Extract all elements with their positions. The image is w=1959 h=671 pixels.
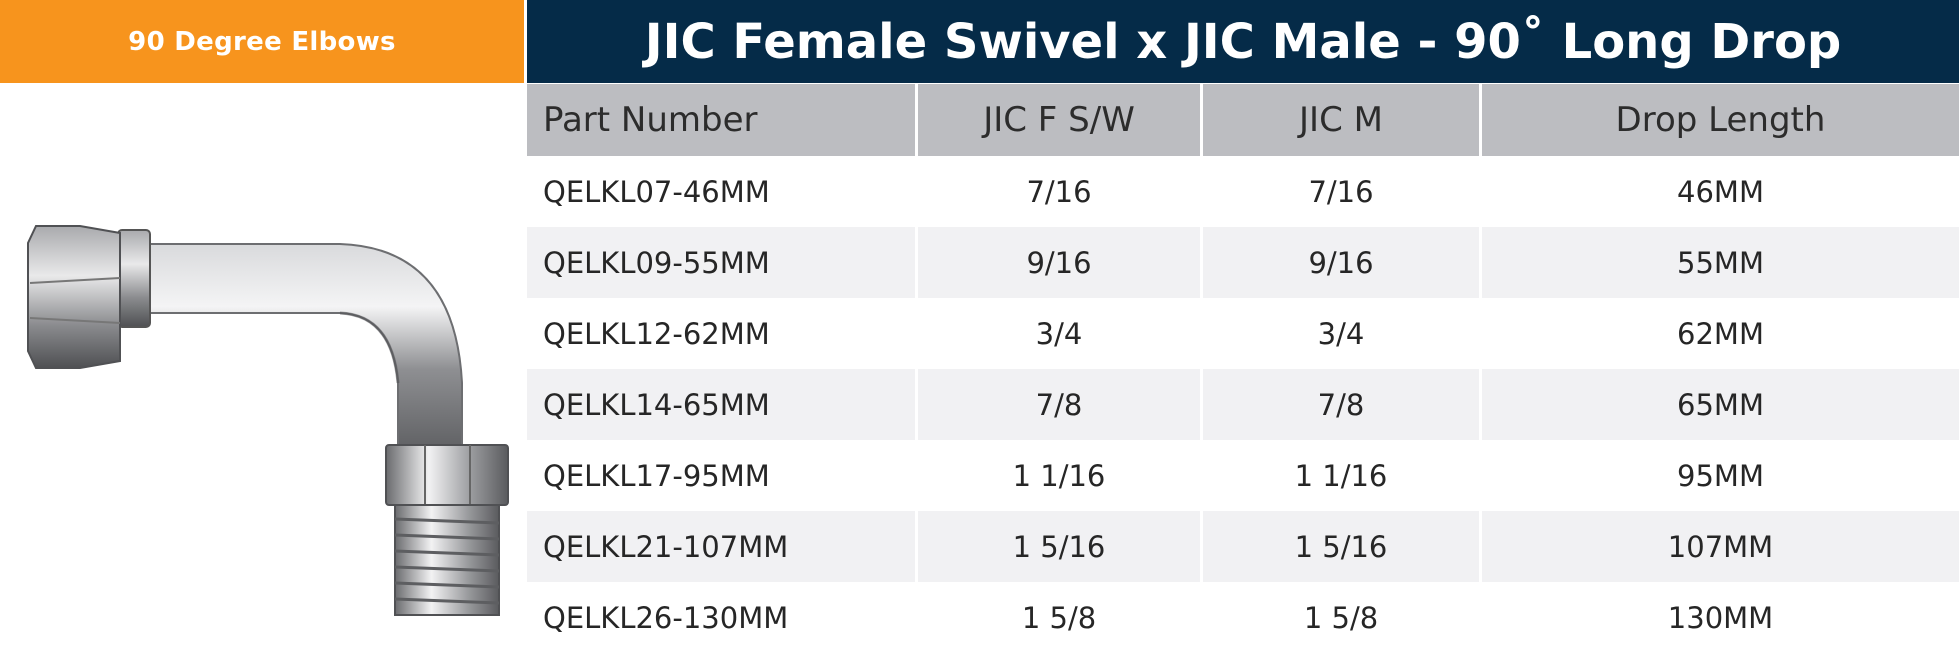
cell-jic-m: 3/4 <box>1203 298 1482 369</box>
cell-drop-length: 62MM <box>1677 316 1764 351</box>
table-header-row: Part Number JIC F S/W JIC M Drop Length <box>527 84 1959 156</box>
table-row: QELKL26-130MM 1 5/8 1 5/8 130MM <box>527 582 1959 653</box>
table-row: QELKL07-46MM 7/16 7/16 46MM <box>527 156 1959 227</box>
cell-jic-m: 9/16 <box>1203 227 1482 298</box>
header-part-number: Part Number <box>527 84 918 156</box>
parts-table: Part Number JIC F S/W JIC M Drop Length … <box>527 84 1959 653</box>
header-drop-length: Drop Length <box>1615 100 1826 140</box>
cell-part-number: QELKL07-46MM <box>527 156 918 227</box>
table-row: QELKL12-62MM 3/4 3/4 62MM <box>527 298 1959 369</box>
cell-drop-length: 130MM <box>1667 600 1774 635</box>
cell-drop-length: 107MM <box>1667 529 1774 564</box>
cell-jic-f-sw: 7/8 <box>918 369 1203 440</box>
cell-drop-length: 46MM <box>1677 174 1764 209</box>
page-title: JIC Female Swivel x JIC Male - 90˚ Long … <box>527 0 1959 83</box>
cell-jic-m: 7/8 <box>1203 369 1482 440</box>
cell-part-number: QELKL21-107MM <box>527 511 918 582</box>
cell-part-number: QELKL26-130MM <box>527 582 918 653</box>
header-jic-f-sw: JIC F S/W <box>918 84 1203 156</box>
fitting-photo <box>0 83 524 671</box>
cell-drop-length: 65MM <box>1677 387 1764 422</box>
cell-drop-length: 55MM <box>1677 245 1764 280</box>
cell-jic-m: 7/16 <box>1203 156 1482 227</box>
cell-jic-f-sw: 1 5/8 <box>918 582 1203 653</box>
cell-part-number: QELKL17-95MM <box>527 440 918 511</box>
cell-jic-m: 1 1/16 <box>1203 440 1482 511</box>
cell-jic-f-sw: 1 1/16 <box>918 440 1203 511</box>
cell-part-number: QELKL09-55MM <box>527 227 918 298</box>
category-label: 90 Degree Elbows <box>0 0 524 83</box>
cell-part-number: QELKL14-65MM <box>527 369 918 440</box>
cell-jic-f-sw: 7/16 <box>918 156 1203 227</box>
table-row: QELKL09-55MM 9/16 9/16 55MM <box>527 227 1959 298</box>
cell-part-number: QELKL12-62MM <box>527 298 918 369</box>
table-row: QELKL21-107MM 1 5/16 1 5/16 107MM <box>527 511 1959 582</box>
cell-jic-f-sw: 9/16 <box>918 227 1203 298</box>
cell-jic-f-sw: 1 5/16 <box>918 511 1203 582</box>
header-jic-m: JIC M <box>1203 84 1482 156</box>
table-row: QELKL14-65MM 7/8 7/8 65MM <box>527 369 1959 440</box>
cell-drop-length: 95MM <box>1677 458 1764 493</box>
cell-jic-m: 1 5/16 <box>1203 511 1482 582</box>
table-row: QELKL17-95MM 1 1/16 1 1/16 95MM <box>527 440 1959 511</box>
cell-jic-f-sw: 3/4 <box>918 298 1203 369</box>
cell-jic-m: 1 5/8 <box>1203 582 1482 653</box>
